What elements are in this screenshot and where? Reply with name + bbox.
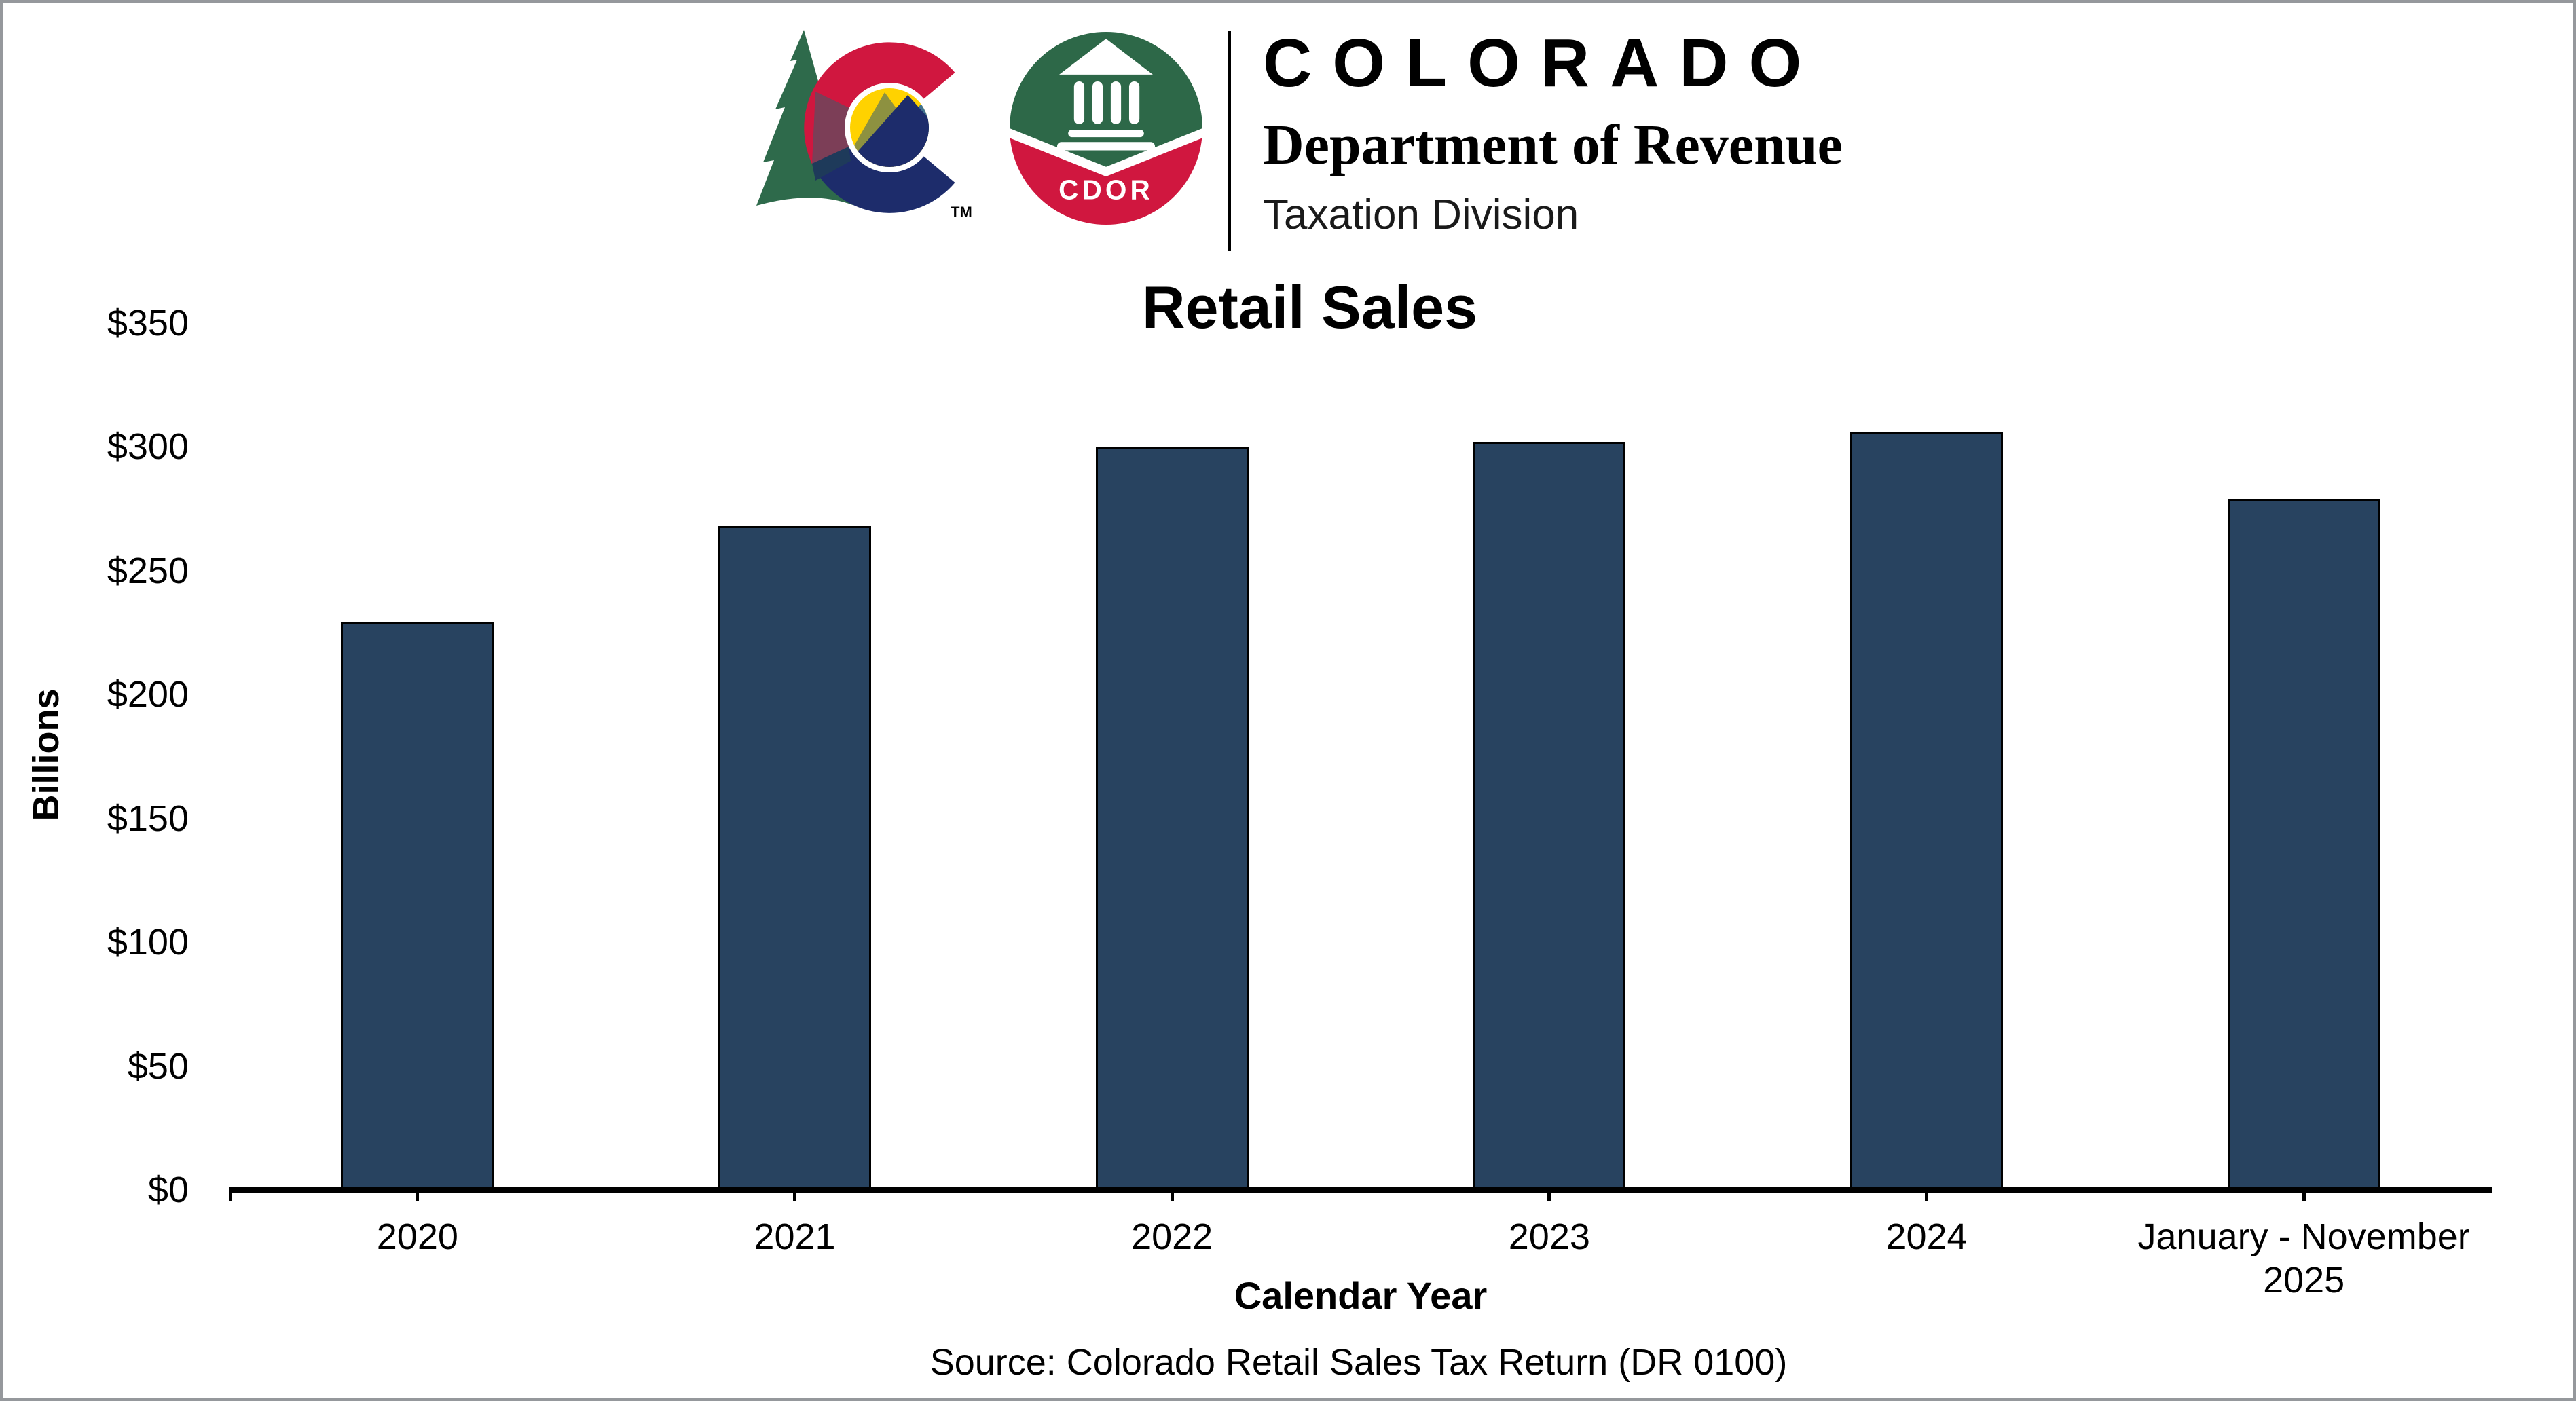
- c-ring-icon: [804, 42, 955, 213]
- brand-title: COLORADO: [1263, 25, 1822, 101]
- x-axis-tick: [793, 1193, 796, 1201]
- x-tick-label: 2023: [1508, 1216, 1590, 1257]
- bar-2023: [1473, 442, 1626, 1189]
- brand-division: Taxation Division: [1263, 191, 1579, 238]
- x-tick-label: 2022: [1131, 1216, 1213, 1257]
- x-axis-tick: [1547, 1193, 1551, 1201]
- x-axis-title: Calendar Year: [1234, 1274, 1488, 1317]
- header-divider: [1228, 31, 1231, 251]
- x-axis-tick: [416, 1193, 420, 1201]
- x-axis-tick: [1925, 1193, 1928, 1201]
- bar-2021: [718, 526, 871, 1189]
- x-tick-label: 2021: [754, 1216, 836, 1257]
- x-axis-line: [229, 1187, 2492, 1193]
- chart-title: Retail Sales: [1141, 274, 1478, 341]
- bar-2020: [341, 622, 494, 1189]
- trademark-text: TM: [951, 204, 972, 221]
- bar-2024: [1850, 432, 2003, 1189]
- x-axis-tick: [1170, 1193, 1174, 1201]
- x-tick-label: 2020: [376, 1216, 458, 1257]
- cdor-badge-text: CDOR: [1059, 174, 1154, 205]
- brand-subtitle: Department of Revenue: [1263, 113, 1843, 176]
- x-tick-label: 2024: [1885, 1216, 1968, 1257]
- y-tick-label: $300: [107, 426, 189, 468]
- bar-2022: [1095, 447, 1249, 1189]
- x-axis-tick: [229, 1193, 232, 1201]
- capitol-building-icon: [1056, 39, 1156, 151]
- source-note: Source: Colorado Retail Sales Tax Return…: [930, 1342, 1788, 1383]
- bar-january-november: [2227, 499, 2380, 1189]
- colorado-state-logo-icon: TM: [756, 30, 972, 221]
- cdor-logo-icon: CDOR: [1010, 32, 1202, 225]
- y-tick-label: $350: [107, 302, 189, 343]
- y-tick-label: $50: [127, 1045, 189, 1087]
- y-tick-label: $100: [107, 922, 189, 963]
- y-tick-label: $0: [147, 1170, 189, 1210]
- brand-text-block: COLORADO Department of Revenue Taxation …: [1263, 25, 1843, 238]
- x-axis-tick: [2302, 1193, 2306, 1201]
- y-tick-label: $200: [107, 674, 189, 715]
- x-tick-label: January - November 2025: [2137, 1216, 2470, 1301]
- y-tick-label: $150: [107, 798, 189, 839]
- y-tick-label: $250: [107, 550, 189, 591]
